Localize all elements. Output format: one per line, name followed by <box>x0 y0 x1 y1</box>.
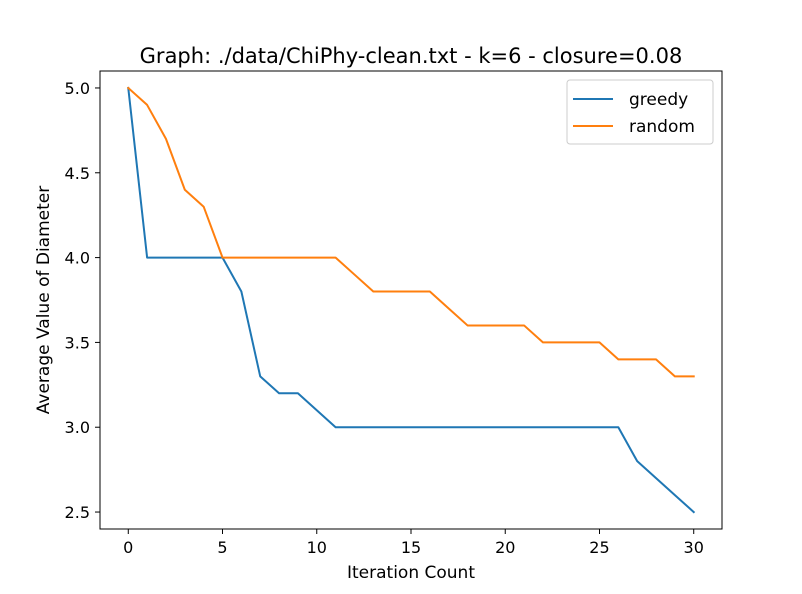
y-tick-label: 4.5 <box>65 164 90 183</box>
legend: greedy random <box>566 79 714 145</box>
legend-label-greedy: greedy <box>629 90 688 110</box>
y-tick-label: 4.0 <box>65 249 90 268</box>
x-tick-label: 30 <box>684 538 704 557</box>
x-tick-label: 5 <box>217 538 227 557</box>
x-tick-label: 10 <box>307 538 327 557</box>
y-tick-label: 3.5 <box>65 333 90 352</box>
y-tick-label: 3.0 <box>65 418 90 437</box>
x-axis-title: Iteration Count <box>347 563 475 583</box>
x-tick-label: 0 <box>123 538 133 557</box>
series-line-random <box>126 86 695 378</box>
x-tick-label: 20 <box>495 538 515 557</box>
series-layer <box>126 86 696 514</box>
chart-title: Graph: ./data/ChiPhy-clean.txt - k=6 - c… <box>140 44 683 68</box>
x-tick-label: 15 <box>401 538 421 557</box>
x-axis: 0 5 10 15 20 25 30 <box>123 529 704 557</box>
legend-box <box>566 79 714 145</box>
y-tick-label: 5.0 <box>65 79 90 98</box>
x-tick-label: 25 <box>589 538 609 557</box>
y-axis: 2.5 3.0 3.5 4.0 4.5 5.0 <box>65 79 100 522</box>
y-tick-label: 2.5 <box>65 503 90 522</box>
y-axis-title: Average Value of Diameter <box>34 186 54 414</box>
legend-label-random: random <box>629 117 695 137</box>
